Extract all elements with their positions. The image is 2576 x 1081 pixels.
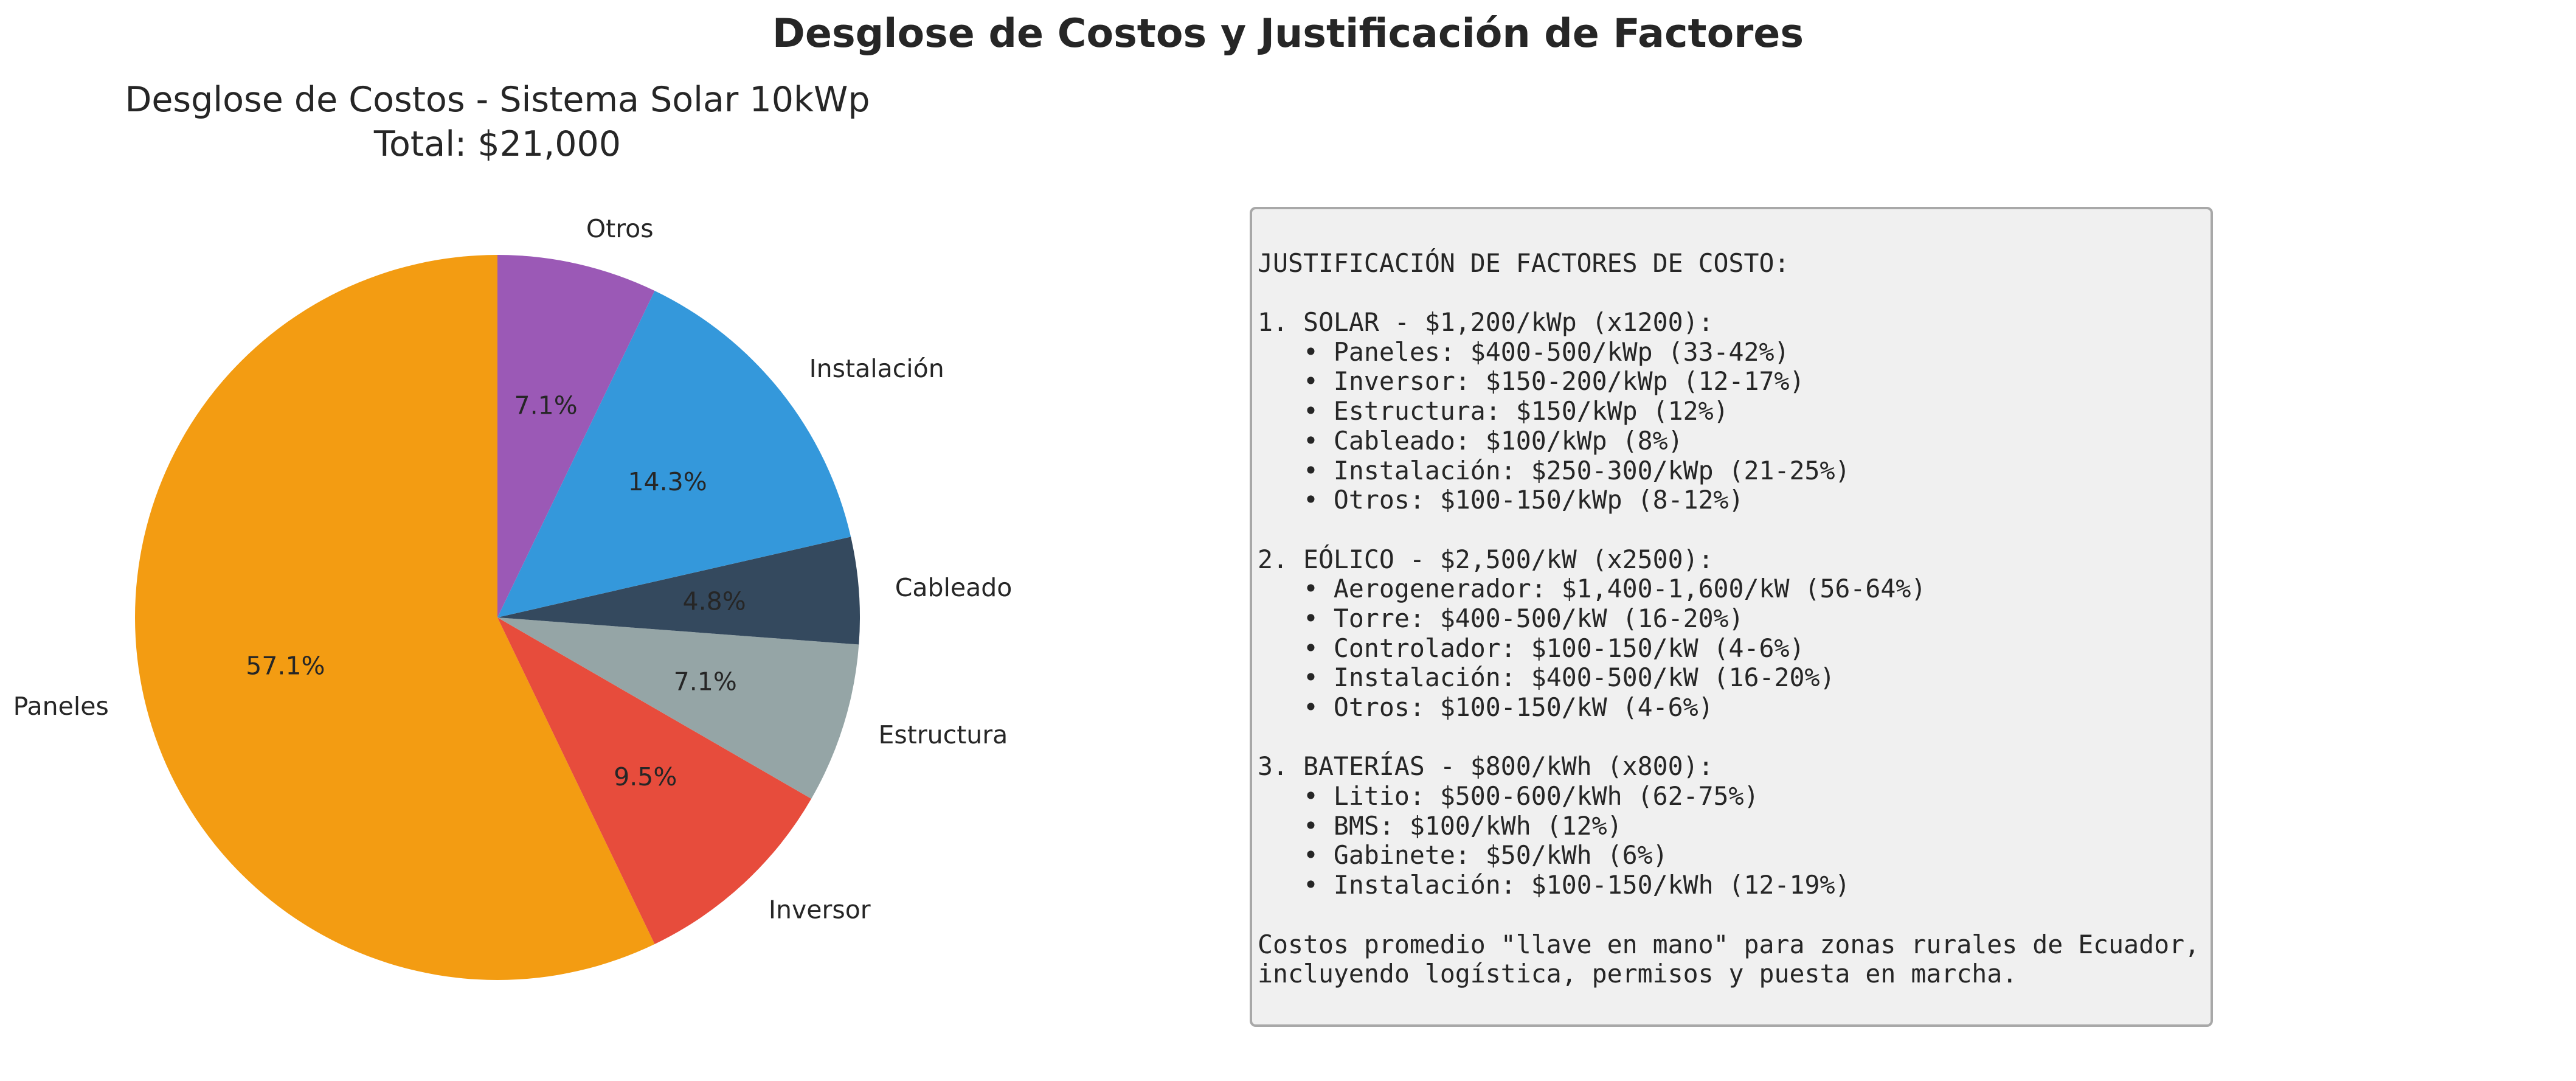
pie-percent-cableado: 4.8% xyxy=(683,586,746,616)
justification-line: • Otros: $100-150/kWp (8-12%) xyxy=(1258,485,1744,515)
pie-percent-instalacion: 14.3% xyxy=(628,467,707,496)
pie-label-otros: Otros xyxy=(586,214,654,243)
justification-line: • Instalación: $400-500/kW (16-20%) xyxy=(1258,662,1835,693)
justification-line: • Cableado: $100/kWp (8%) xyxy=(1258,425,1683,456)
pie-chart-title: Desglose de Costos - Sistema Solar 10kWp… xyxy=(72,78,923,167)
pie-slice-estructura xyxy=(497,617,859,799)
justification-line: • Inversor: $150-200/kWp (12-17%) xyxy=(1258,366,1805,397)
justification-line: • Paneles: $400-500/kWp (33-42%) xyxy=(1258,336,1790,367)
pie-label-inversor: Inversor xyxy=(769,895,871,925)
justification-line: incluyendo logística, permisos y puesta … xyxy=(1258,959,2018,989)
pie-slice-cableado xyxy=(497,537,860,645)
justification-line: JUSTIFICACIÓN DE FACTORES DE COSTO: xyxy=(1258,248,1790,278)
pie-percent-estructura: 7.1% xyxy=(674,667,737,696)
justification-line: • Controlador: $100-150/kW (4-6%) xyxy=(1258,633,1805,663)
pie-slice-paneles xyxy=(134,254,655,980)
justification-line xyxy=(1258,900,2200,930)
pie-chart-title-line-1: Desglose de Costos - Sistema Solar 10kWp xyxy=(125,80,870,120)
justification-line: • Gabinete: $50/kWh (6%) xyxy=(1258,840,1668,871)
justification-text: JUSTIFICACIÓN DE FACTORES DE COSTO: 1. SO… xyxy=(1258,219,2200,989)
pie-slice-inversor xyxy=(497,617,812,944)
pie-slice-labels: Paneles Inversor Estructura Cableado Instala… xyxy=(13,214,1013,925)
justification-line: • Otros: $100-150/kW (4-6%) xyxy=(1258,692,1714,722)
pie-slices xyxy=(134,254,860,980)
pie-chart-title-line-2: Total: $21,000 xyxy=(373,124,621,164)
pie-label-paneles: Paneles xyxy=(13,692,109,721)
pie-slice-instalacion xyxy=(497,291,851,617)
justification-line: • Litio: $500-600/kWh (62-75%) xyxy=(1258,781,1759,812)
pie-percent-labels: 57.1% 9.5% 7.1% 4.8% 14.3% 7.1% xyxy=(246,391,746,791)
justification-line: • BMS: $100/kWh (12%) xyxy=(1258,810,1622,841)
pie-percent-otros: 7.1% xyxy=(514,391,577,420)
justification-line: • Torre: $400-500/kW (16-20%) xyxy=(1258,603,1744,633)
justification-line xyxy=(1258,219,2200,249)
justification-line xyxy=(1258,723,2200,753)
justification-line: • Aerogenerador: $1,400-1,600/kW (56-64%… xyxy=(1258,574,1927,604)
figure-title: Desglose de Costos y Justificación de Fa… xyxy=(772,11,1804,57)
justification-line: 3. BATERÍAS - $800/kWh (x800): xyxy=(1258,751,1714,782)
pie-label-instalacion: Instalación xyxy=(809,354,944,383)
justification-line: Costos promedio "llave en mano" para zon… xyxy=(1258,929,2200,959)
justification-line: • Instalación: $250-300/kWp (21-25%) xyxy=(1258,455,1851,485)
justification-line: 1. SOLAR - $1,200/kWp (x1200): xyxy=(1258,307,1714,338)
pie-percent-paneles: 57.1% xyxy=(246,652,325,681)
justification-line: • Estructura: $150/kWp (12%) xyxy=(1258,396,1729,426)
pie-percent-inversor: 9.5% xyxy=(614,762,677,791)
pie-slice-otros xyxy=(497,255,655,617)
justification-line xyxy=(1258,515,2200,545)
justification-line: • Instalación: $100-150/kWh (12-19%) xyxy=(1258,870,1851,900)
pie-label-cableado: Cableado xyxy=(895,573,1013,602)
pie-label-estructura: Estructura xyxy=(878,720,1008,749)
justification-box xyxy=(1250,207,2213,1027)
justification-line xyxy=(1258,278,2200,308)
justification-line: 2. EÓLICO - $2,500/kW (x2500): xyxy=(1258,544,1714,574)
